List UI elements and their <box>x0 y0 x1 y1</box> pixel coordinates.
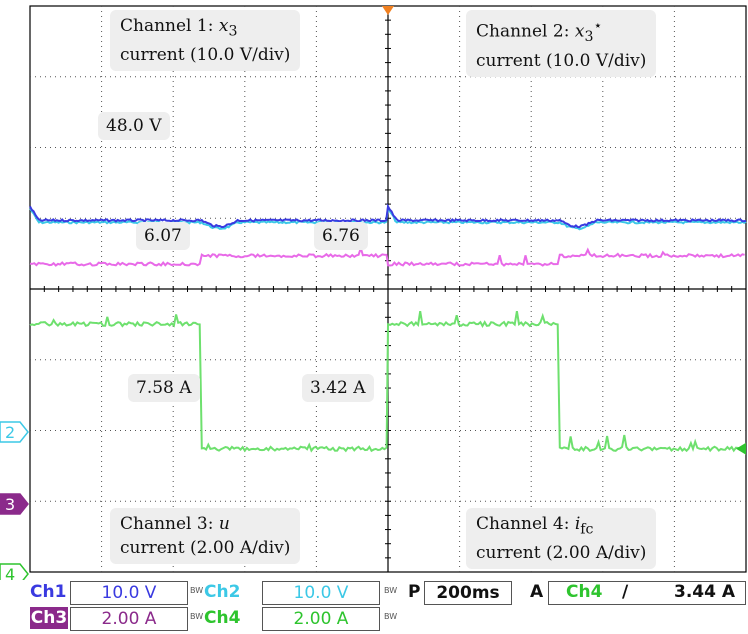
caption-ch4-sub: fc <box>580 521 594 538</box>
ch3-label[interactable]: Ch3 <box>30 607 68 629</box>
caption-ch4-scale: current (2.00 A/div) <box>476 543 647 564</box>
label-i-7-58: 7.58 A <box>128 374 200 402</box>
trigger-position-marker <box>382 6 394 15</box>
caption-ch2-sup: ⋆ <box>593 18 603 34</box>
ch3-ground-marker-number: 3 <box>5 495 15 514</box>
caption-channel-3: Channel 3: u current (2.00 A/div) <box>110 508 301 564</box>
caption-ch2-var: x <box>574 21 585 42</box>
ch2-ground-marker-number: 2 <box>5 423 15 442</box>
caption-ch3-scale: current (2.00 A/div) <box>120 538 291 558</box>
caption-ch1-scale: current (10.0 V/div) <box>120 45 291 66</box>
caption-ch4-var: i <box>574 514 581 534</box>
ch2-ground-marker <box>0 421 29 443</box>
label-i-3-42: 3.42 A <box>302 374 374 402</box>
ch3-ground-marker <box>0 493 29 515</box>
caption-ch2-prefix: Channel 2: <box>476 21 575 42</box>
ch2-scale[interactable]: 10.0 V <box>262 581 380 605</box>
ch1-scale[interactable]: 10.0 V <box>70 581 188 605</box>
ch1-label[interactable]: Ch1 <box>30 582 67 602</box>
ch1-bw-indicator: BW <box>190 586 204 595</box>
caption-channel-1: Channel 1: x3 current (10.0 V/div) <box>110 10 301 72</box>
ch3-trace <box>29 244 745 267</box>
caption-channel-4: Channel 4: ifc current (2.00 A/div) <box>466 508 657 570</box>
trigger-mode-label: A <box>530 582 544 602</box>
label-u-6-07: 6.07 <box>136 222 190 250</box>
ch3-scale[interactable]: 2.00 A <box>70 607 188 631</box>
acquire-mode-label: P <box>408 582 421 602</box>
caption-channel-2: Channel 2: x3⋆ current (10.0 V/div) <box>466 10 657 78</box>
trigger-level: 3.44 A <box>674 582 736 602</box>
trigger-channel: Ch4 <box>566 582 603 602</box>
caption-ch1-sub: 3 <box>228 23 238 40</box>
caption-ch1-prefix: Channel 1: <box>120 16 219 36</box>
ch2-label[interactable]: Ch2 <box>204 582 241 602</box>
ch3-bw-indicator: BW <box>190 612 204 621</box>
trigger-level-marker <box>736 442 746 455</box>
caption-ch2-scale: current (10.0 V/div) <box>476 51 647 72</box>
trigger-slope-icon: ∕ <box>622 582 629 602</box>
ch4-ground-marker <box>0 563 29 585</box>
ch4-label[interactable]: Ch4 <box>204 608 241 628</box>
ch4-ground-marker-number: 4 <box>5 565 15 580</box>
waveform-plot: 2 3 4 <box>0 5 747 585</box>
caption-ch3-var: u <box>218 514 230 534</box>
status-bar: Ch1 10.0 V BW Ch2 10.0 V BW P 200ms A Ch… <box>0 580 748 634</box>
trigger-box[interactable] <box>548 581 746 605</box>
caption-ch4-prefix: Channel 4: <box>476 514 575 534</box>
ch4-bw-indicator: BW <box>384 612 398 621</box>
caption-ch3-prefix: Channel 3: <box>120 514 219 534</box>
caption-ch2-sub: 3 <box>584 29 594 46</box>
ch1-trace <box>29 203 747 229</box>
label-u-6-76: 6.76 <box>314 222 368 250</box>
ch4-scale[interactable]: 2.00 A <box>262 607 380 631</box>
ch4-trace <box>29 310 745 453</box>
ch2-bw-indicator: BW <box>384 586 398 595</box>
label-48v: 48.0 V <box>98 112 170 140</box>
timebase-readout[interactable]: 200ms <box>424 581 512 605</box>
caption-ch1-var: x <box>218 16 229 36</box>
